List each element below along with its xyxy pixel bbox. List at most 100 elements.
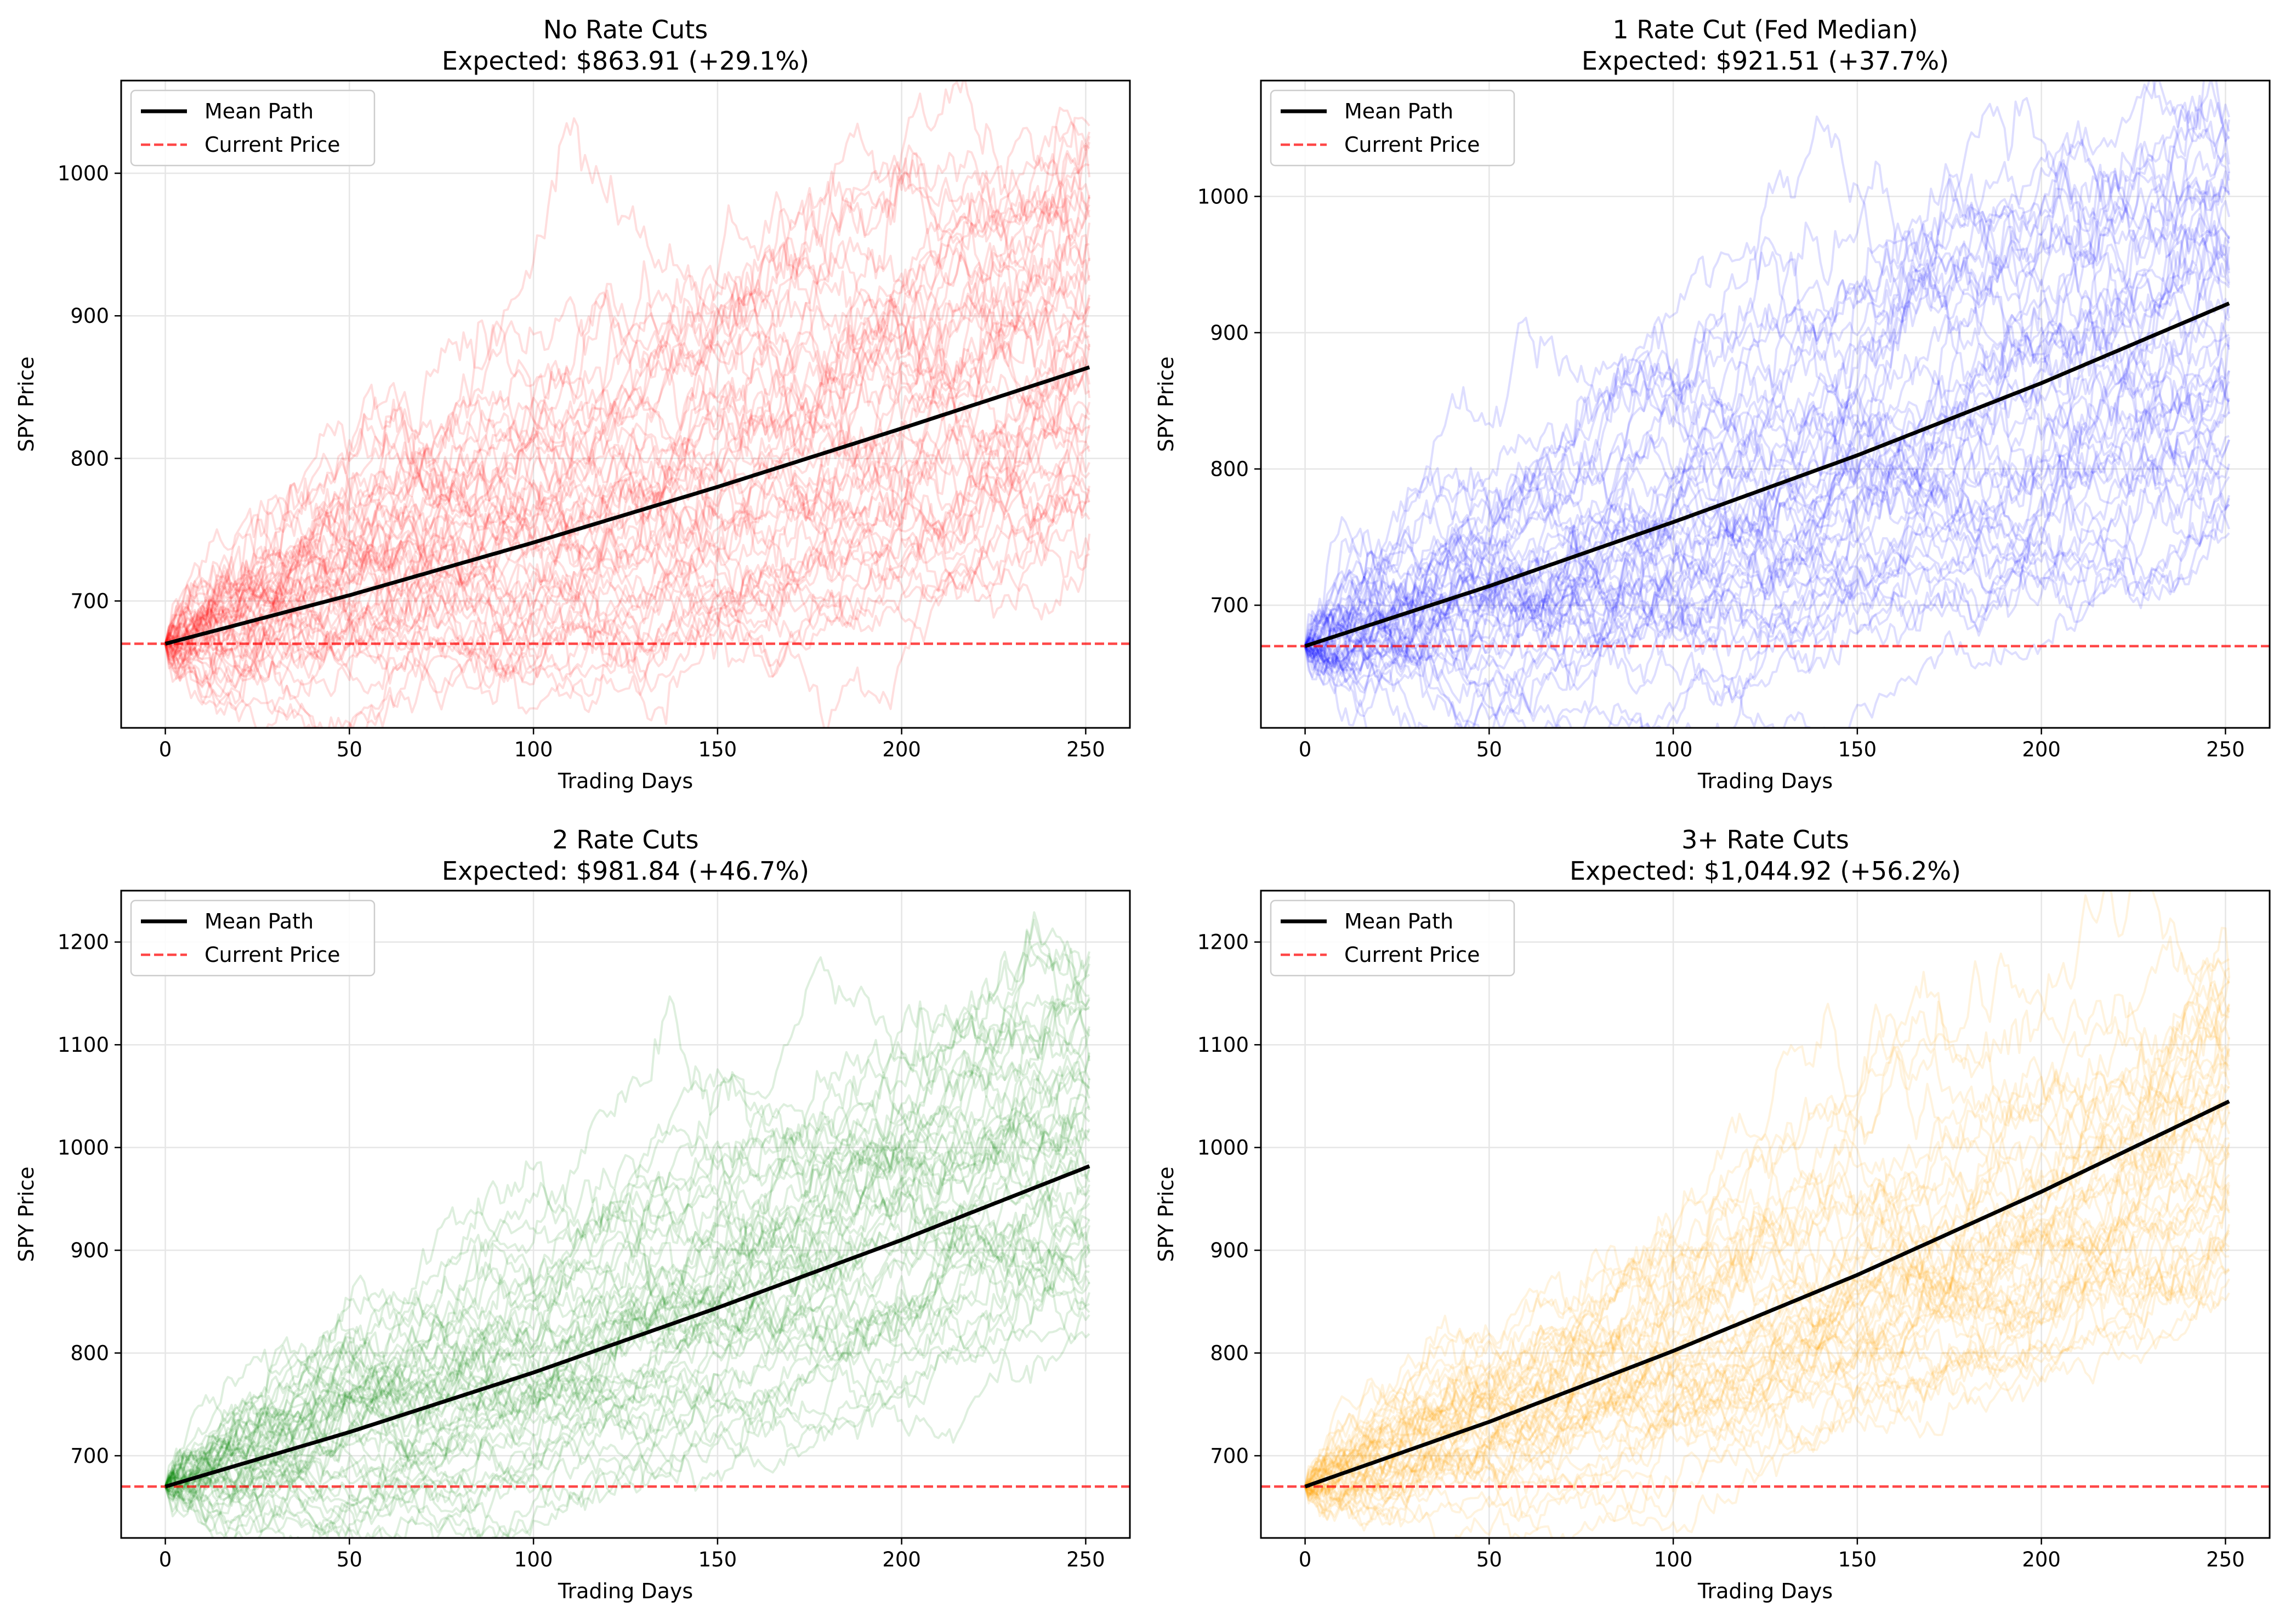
simulated-path [1304,224,2230,652]
simulated-path [164,260,1091,674]
simulated-path [1304,891,2230,1511]
legend-box [130,899,376,977]
subplot-2: 0 50 100 150 200 250 700 800 900 1000 Trading Days… [1154,15,2271,793]
x-tick-label: 0 [159,1548,172,1571]
simulated-path [1304,971,2231,1532]
simulated-path [164,480,1090,715]
y-tick-label: 700 [70,1444,109,1468]
simulated-path [1304,155,2231,647]
simulated-path [164,486,1091,728]
legend-box [1270,89,1515,167]
chart-subtitle: Expected: $981.84 (+46.7%) [442,856,809,886]
simulated-path [1304,1172,2230,1488]
simulated-path [165,1113,1090,1492]
simulated-path [1304,1132,2230,1522]
legend-label-current-price: Current Price [204,943,340,967]
simulated-path [164,982,1090,1499]
simulated-path [164,453,1090,682]
simulated-path [1304,381,2230,728]
simulated-path [1304,1034,2231,1513]
x-tick-label: 250 [1066,738,1105,761]
simulated-path [1304,1181,2230,1497]
y-tick-label: 1100 [58,1033,109,1057]
simulated-path [164,208,1090,706]
legend-label-mean-path: Mean Path [204,99,314,123]
y-tick-label: 700 [1210,594,1249,617]
simulated-path [164,956,1090,1488]
simulated-path [1304,1007,2231,1502]
x-tick-label: 50 [337,1548,362,1571]
y-tick-label: 900 [70,304,109,328]
simulated-path [164,1055,1090,1506]
simulated-paths [1304,81,2231,728]
simulated-path [1304,1027,2231,1495]
simulated-path [164,1219,1090,1488]
simulated-paths [1304,891,2231,1538]
simulated-path [1304,429,2230,694]
x-tick-label: 100 [1654,1548,1693,1571]
y-tick-label: 900 [1210,1239,1249,1262]
simulated-path [164,1198,1090,1524]
simulated-path [164,1074,1090,1521]
simulated-path [1304,967,2230,1488]
simulated-path [164,163,1090,705]
simulated-path [165,294,1091,657]
simulated-path [1304,406,2230,708]
simulated-path [164,1292,1091,1538]
y-tick-label: 800 [1210,458,1249,481]
simulated-path [1304,343,2230,683]
simulated-path [164,455,1090,654]
legend: Mean Path Current Price [130,899,376,977]
y-tick-label: 1100 [1197,1033,1249,1057]
simulated-path [1304,976,2231,1488]
x-tick-label: 0 [1299,1548,1312,1571]
simulated-path [1304,351,2230,720]
grid-lines [1261,891,2270,1538]
chart-subtitle: Expected: $921.51 (+37.7%) [1582,46,1949,76]
simulated-path [164,401,1091,689]
axes-frame [120,890,1131,1539]
simulated-path [1304,1292,2230,1523]
simulated-path [1304,1155,2230,1496]
y-tick-label: 1200 [58,931,109,954]
legend: Mean Path Current Price [1270,89,1515,167]
simulated-path [164,919,1090,1488]
simulated-path [1304,342,2230,728]
simulated-path [1304,1049,2230,1514]
simulated-path [164,242,1091,670]
simulated-path [1305,439,2230,672]
chart-subtitle: Expected: $863.91 (+29.1%) [442,46,809,76]
legend-label-current-price: Current Price [1344,133,1480,157]
simulated-path [164,161,1091,648]
simulated-path [1304,504,2230,704]
mean-path-line [164,365,1090,646]
y-tick-label: 1000 [1197,1136,1249,1160]
simulated-path [164,1093,1090,1538]
simulated-path [1304,991,2230,1488]
simulated-path [164,204,1090,649]
simulated-path [164,1232,1090,1538]
x-axis-label: Trading Days [1697,1579,1833,1603]
simulated-path [1304,145,2231,651]
mean-path-line [1304,1099,2230,1489]
simulated-path [164,271,1090,687]
simulated-path [1304,927,2231,1487]
simulated-path [1305,936,2230,1488]
simulated-path [164,281,1090,678]
simulated-path [1304,97,2231,647]
y-tick-label: 700 [1210,1444,1249,1468]
chart-title: 2 Rate Cuts [552,825,698,854]
subplot-4: 0 50 100 150 200 250 700 800 900 1000 1100 1200 Trad… [1154,825,2271,1603]
simulated-path [164,1056,1090,1513]
x-tick-label: 0 [1299,738,1312,761]
simulated-path [164,398,1090,728]
x-axis-label: Trading Days [558,769,693,793]
x-tick-label: 250 [2206,738,2245,761]
simulated-path [1304,370,2231,654]
simulated-path [1304,1099,2231,1538]
simulated-path [164,121,1091,662]
simulated-path [1304,434,2230,680]
simulated-path [1304,1098,2230,1487]
y-tick-label: 800 [70,1342,109,1365]
